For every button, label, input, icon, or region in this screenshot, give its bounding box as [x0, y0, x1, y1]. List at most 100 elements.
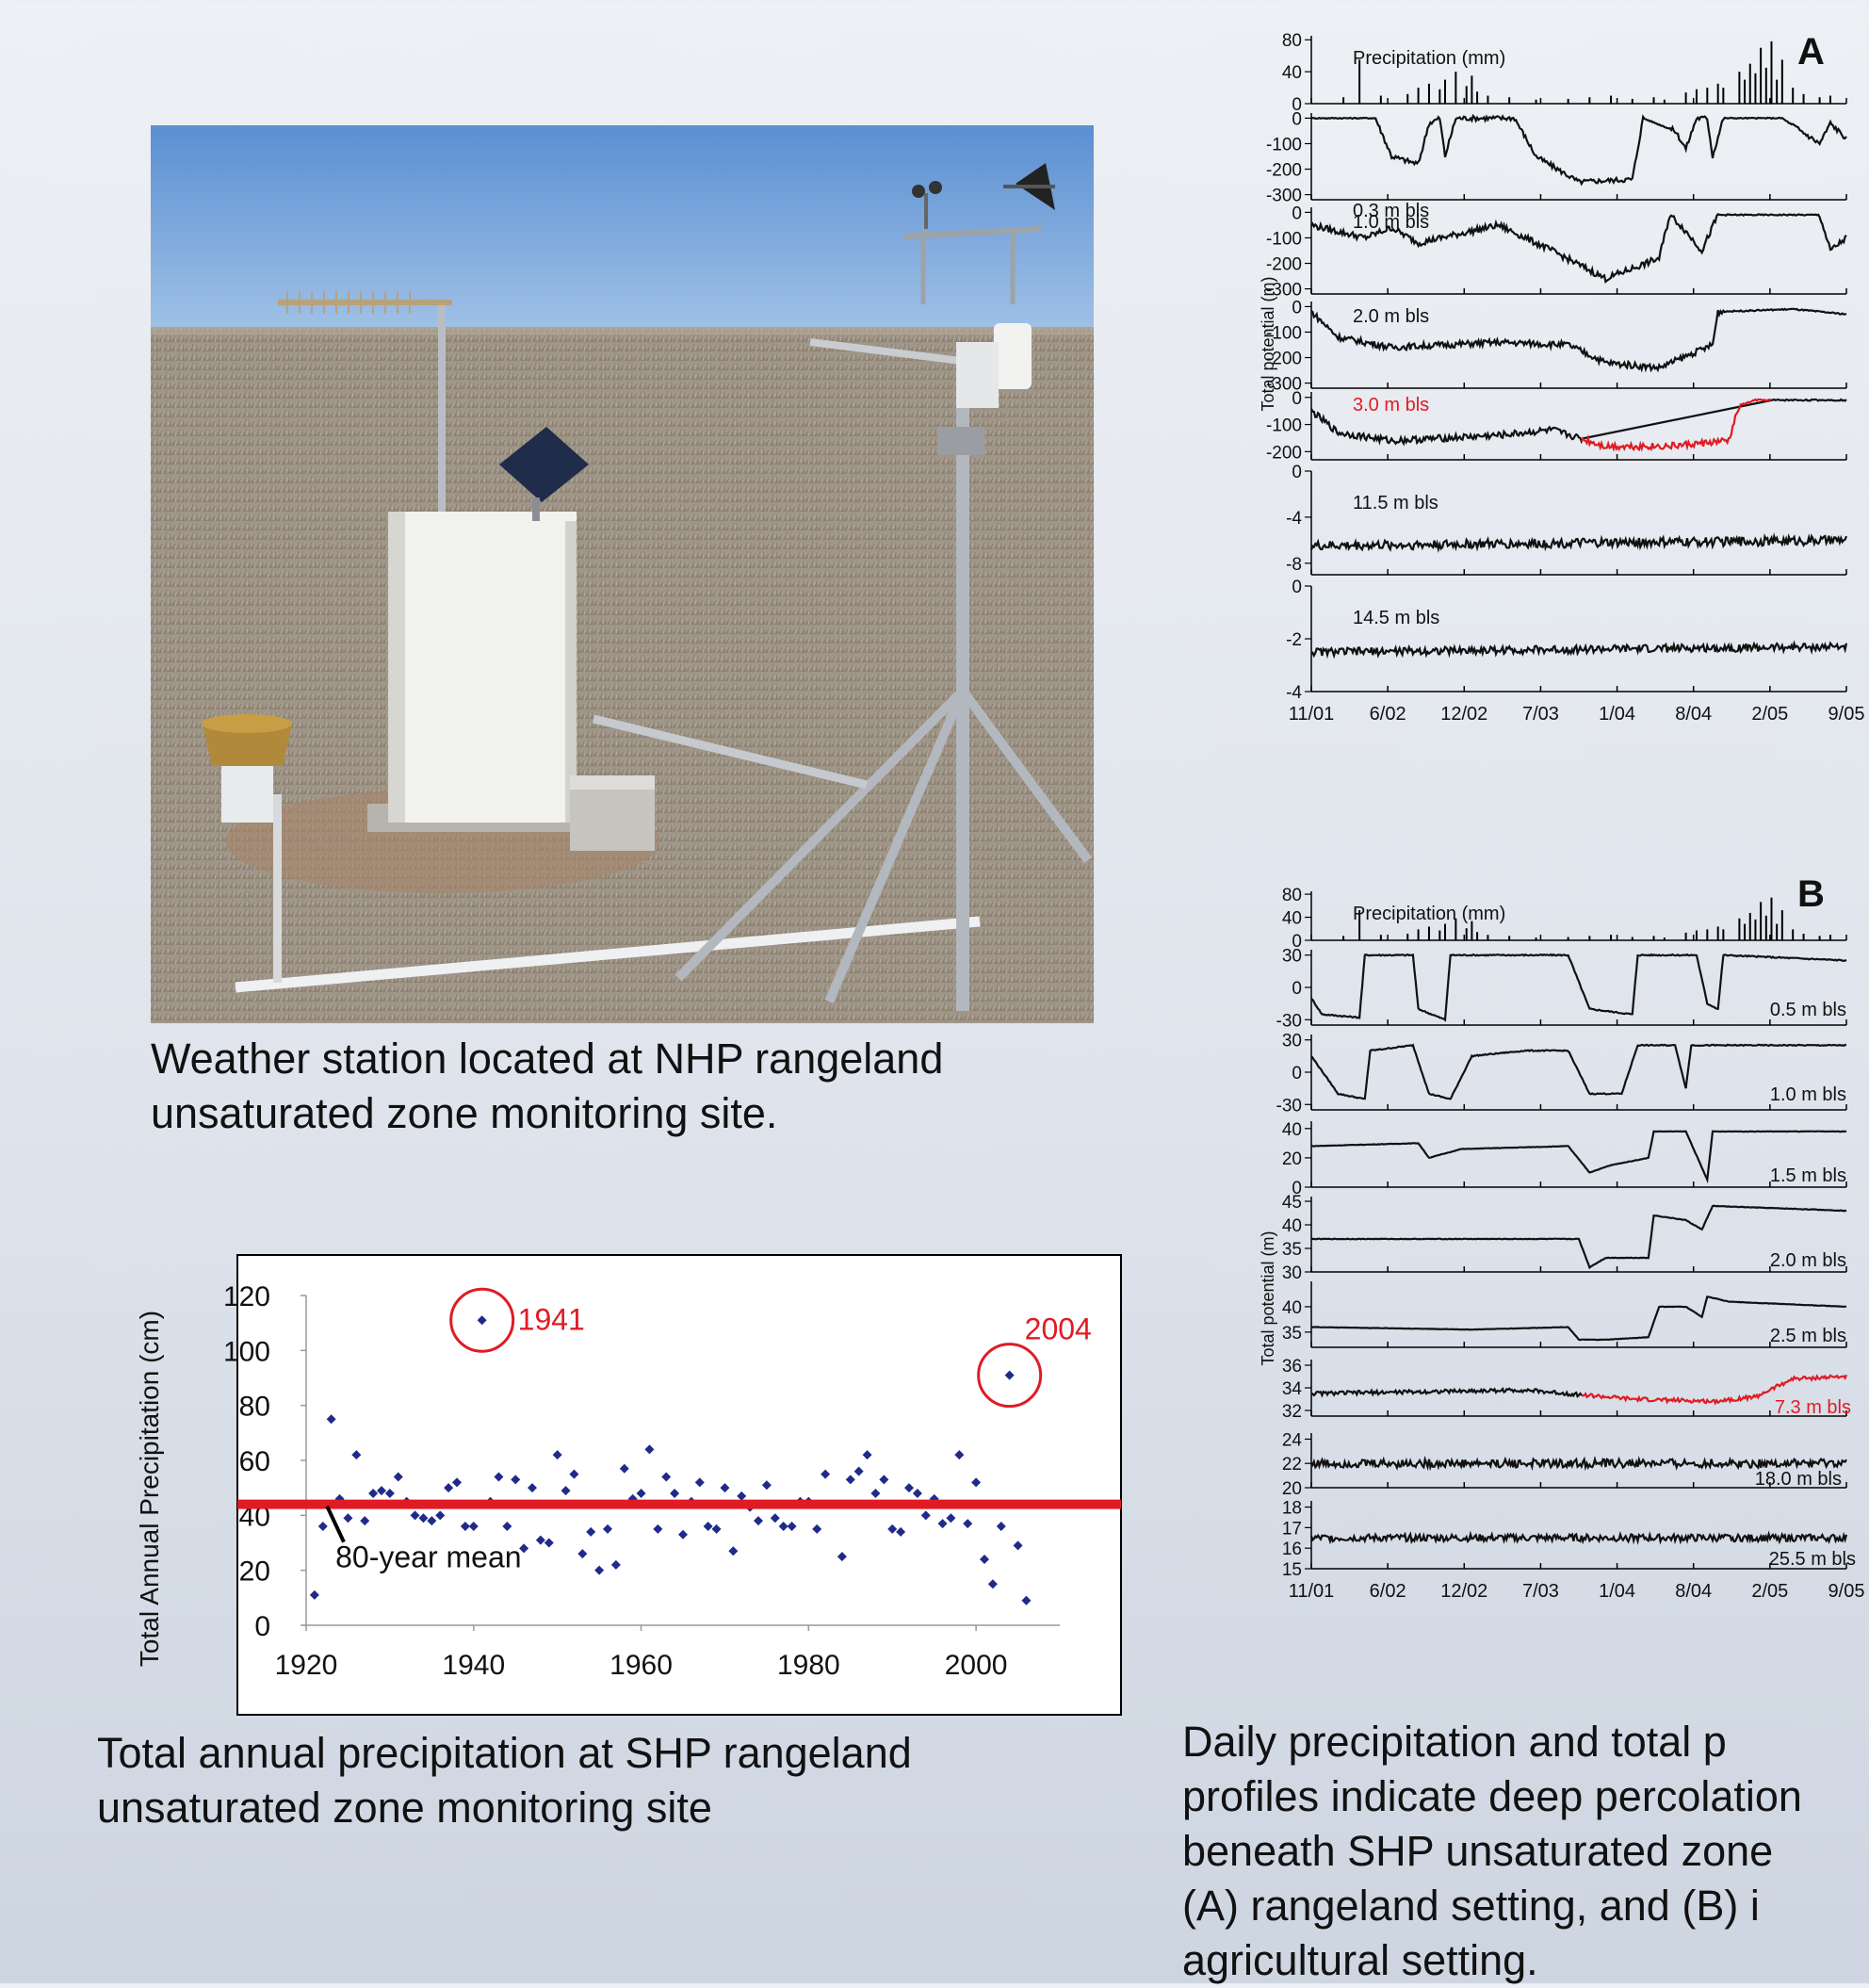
- series-line: [1310, 113, 1847, 187]
- y-tick-label: 80: [1282, 886, 1302, 905]
- highlight-label: 2004: [1025, 1312, 1092, 1346]
- data-point: [761, 1480, 772, 1491]
- y-tick-label: 100: [223, 1336, 270, 1367]
- y-tick-label: -30: [1276, 1011, 1302, 1031]
- plot-frame: [236, 1254, 1122, 1716]
- data-point: [987, 1579, 998, 1589]
- series-line: [1309, 532, 1848, 553]
- subplot-label: 7.3 m bls: [1775, 1397, 1851, 1418]
- profiles-caption: Daily precipitation and total p profiles…: [1182, 1715, 1869, 1988]
- mean-label: 80-year mean: [335, 1540, 521, 1574]
- y-tick-label: 35: [1282, 1240, 1302, 1260]
- x-tick-label: 6/02: [1370, 704, 1406, 725]
- panel-letter: B: [1797, 874, 1825, 915]
- y-tick-label: -4: [1286, 509, 1302, 529]
- y-tick-label: 0: [1292, 95, 1302, 115]
- data-point: [711, 1524, 722, 1534]
- y-tick-label: 15: [1282, 1560, 1302, 1580]
- y-tick-label: 80: [239, 1392, 270, 1423]
- data-point: [920, 1510, 931, 1521]
- data-point: [929, 1493, 939, 1504]
- data-point: [444, 1483, 454, 1493]
- data-point: [644, 1444, 655, 1455]
- data-point: [678, 1529, 688, 1540]
- profiles-caption-line-2: profiles indicate deep percolation: [1182, 1772, 1802, 1820]
- x-tick-label: 7/03: [1522, 704, 1559, 725]
- data-point: [452, 1477, 462, 1488]
- subplot-label: 14.5 m bls: [1353, 608, 1439, 628]
- photo-caption-line-1: Weather station located at NHP rangeland: [151, 1035, 944, 1083]
- photo-caption-line-2: unsaturated zone monitoring site.: [151, 1089, 778, 1137]
- subplot-label: 3.0 m bls: [1353, 395, 1429, 416]
- data-point: [870, 1489, 881, 1498]
- photo-caption: Weather station located at NHP rangeland…: [151, 1032, 1093, 1141]
- x-tick-label: 8/04: [1675, 704, 1712, 725]
- x-tick-label: 1960: [609, 1650, 673, 1681]
- y-tick-label: 34: [1282, 1379, 1303, 1399]
- x-tick-label: 12/02: [1440, 704, 1487, 725]
- data-point: [377, 1486, 386, 1496]
- y-tick-label: 0: [254, 1611, 270, 1642]
- series-line: [1310, 1130, 1847, 1184]
- precipitation-caption-line-2: unsaturated zone monitoring site: [97, 1784, 712, 1832]
- data-point: [853, 1466, 864, 1476]
- data-point: [511, 1475, 521, 1485]
- y-tick-label: 22: [1282, 1455, 1302, 1475]
- data-point: [703, 1522, 713, 1531]
- data-point: [879, 1475, 889, 1485]
- panel-b-chart: 80 40 0 Precipitation (mm) 30 0 -30 0.5 m bls 30…: [1253, 873, 1869, 1685]
- y-tick-label: 32: [1282, 1402, 1302, 1422]
- data-point: [728, 1546, 739, 1556]
- y-axis-label: Total potential (m): [1259, 1230, 1277, 1365]
- y-axis-label: Total potential (m): [1259, 276, 1277, 411]
- y-tick-label: 0: [1292, 298, 1302, 318]
- data-point: [326, 1414, 336, 1425]
- x-tick-label: 1940: [442, 1650, 505, 1681]
- data-point: [351, 1450, 362, 1460]
- precipitation-caption-line-1: Total annual precipitation at SHP rangel…: [97, 1729, 912, 1777]
- data-point: [653, 1524, 663, 1534]
- y-tick-label: 0: [1292, 109, 1302, 129]
- data-point: [1013, 1540, 1023, 1551]
- profiles-caption-line-4: (A) rangeland setting, and (B) i: [1182, 1882, 1760, 1930]
- x-tick-label: 1980: [777, 1650, 840, 1681]
- series-line: [1310, 1295, 1847, 1342]
- y-tick-label: 60: [239, 1446, 270, 1477]
- y-axis-label: Total Annual Precipitation (cm): [135, 1311, 164, 1667]
- subplot-label: Precipitation (mm): [1353, 904, 1505, 924]
- series-line: [1310, 953, 1847, 1022]
- data-point: [477, 1315, 487, 1326]
- data-point: [720, 1483, 730, 1493]
- y-tick-label: 24: [1282, 1430, 1303, 1450]
- y-tick-label: 40: [1282, 63, 1302, 83]
- data-point: [694, 1477, 705, 1488]
- data-point: [569, 1469, 579, 1479]
- x-tick-label: 12/02: [1440, 1581, 1487, 1602]
- data-point: [384, 1489, 395, 1498]
- data-point: [627, 1493, 638, 1504]
- data-point: [334, 1493, 345, 1504]
- subplot-label: 18.0 m bls: [1755, 1469, 1842, 1490]
- data-point: [812, 1524, 822, 1534]
- data-point: [787, 1522, 797, 1531]
- y-tick-label: -300: [1266, 375, 1302, 395]
- x-tick-label: 11/01: [1289, 1581, 1335, 1602]
- data-point: [996, 1522, 1006, 1531]
- data-point: [418, 1513, 429, 1524]
- y-tick-label: 40: [1282, 1298, 1302, 1318]
- x-tick-label: 7/03: [1522, 1581, 1559, 1602]
- x-tick-label: 1/04: [1599, 1581, 1635, 1602]
- data-point: [980, 1555, 989, 1564]
- y-tick-label: -4: [1286, 683, 1302, 703]
- data-point: [845, 1475, 855, 1485]
- y-tick-label: -8: [1286, 555, 1302, 575]
- data-point: [954, 1450, 965, 1460]
- subplot-label: 0.5 m bls: [1770, 1000, 1846, 1020]
- y-tick-label: -200: [1266, 255, 1302, 275]
- series-line: [1310, 1455, 1847, 1472]
- data-point: [737, 1491, 747, 1501]
- data-point: [770, 1513, 780, 1524]
- y-tick-label: -30: [1276, 1096, 1302, 1116]
- data-point: [670, 1489, 680, 1498]
